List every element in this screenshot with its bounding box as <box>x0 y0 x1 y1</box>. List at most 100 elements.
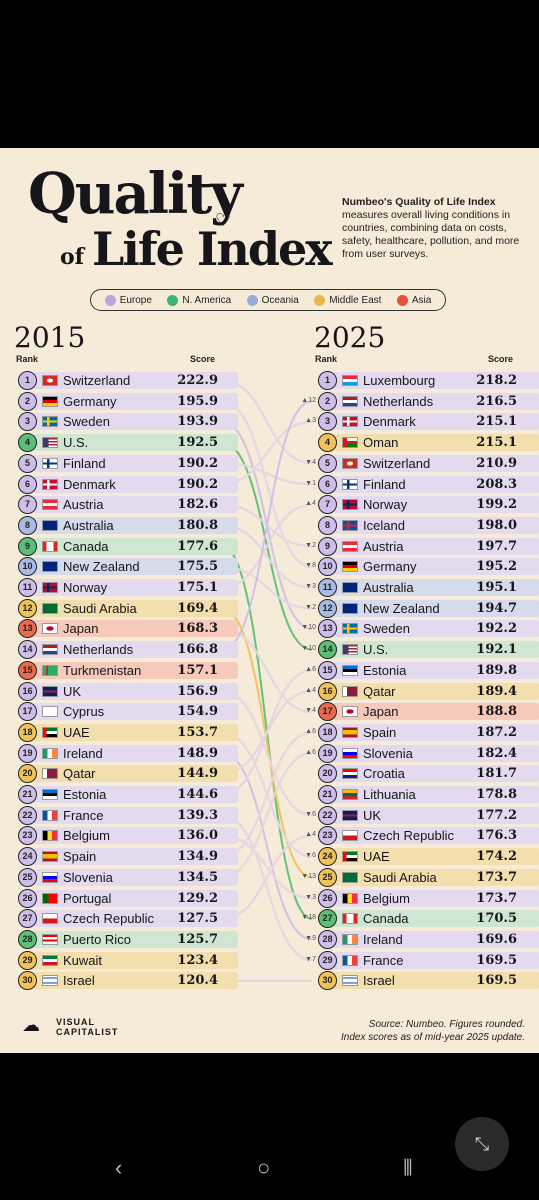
rank-badge: 19 <box>18 743 37 763</box>
score-value: 199.2 <box>476 497 517 513</box>
year-2015: 2015 <box>14 321 86 354</box>
country-name: Czech Republic <box>63 911 155 927</box>
region-bar <box>34 434 238 452</box>
ranking-row: 6 Finland 208.3 ▼1 <box>305 474 539 494</box>
flag-ch-icon <box>342 457 358 469</box>
flag-kw-icon <box>42 954 58 966</box>
rank-badge: 10 <box>318 557 337 577</box>
score-value: 168.3 <box>177 621 218 637</box>
score-value: 123.4 <box>177 952 218 968</box>
flag-si-icon <box>42 871 58 883</box>
score-value: 197.7 <box>476 538 517 554</box>
score-value: 222.9 <box>177 373 218 388</box>
country-name: U.S. <box>63 435 89 451</box>
region-bar <box>34 682 238 700</box>
score-value: 193.9 <box>177 414 218 430</box>
rank-badge: 23 <box>318 826 337 846</box>
ranking-row: 30 Israel 120.4 <box>18 971 238 991</box>
ranking-row: 5 Switzerland 210.9 ▼4 <box>305 453 539 473</box>
flag-fr-icon <box>342 954 358 966</box>
rank-badge: 26 <box>318 888 337 908</box>
rank-badge: 11 <box>18 578 37 597</box>
country-name: Iceland <box>363 517 405 533</box>
score-value: 144.6 <box>177 787 218 802</box>
country-name: Czech Republic <box>363 828 455 844</box>
recents-nav-button[interactable]: ⦀ <box>403 1155 413 1180</box>
rank-badge: 27 <box>318 909 337 929</box>
country-name: Qatar <box>63 766 96 782</box>
score-value: 195.1 <box>476 580 517 595</box>
phone-bottom-area <box>0 1053 539 1200</box>
ranking-row: 21 Lithuania 178.8 <box>318 785 539 804</box>
rank-badge: 25 <box>18 867 37 887</box>
score-value: 208.3 <box>476 476 517 492</box>
legend-dot-icon <box>314 294 326 306</box>
region-bar <box>34 806 238 824</box>
rank-change-label: ▲4 <box>305 831 316 839</box>
country-name: Estonia <box>63 787 107 802</box>
flag-se-icon <box>42 416 58 428</box>
rank-change-line <box>221 752 313 941</box>
score-value: 125.7 <box>177 931 218 947</box>
legend-item: Europe <box>104 294 152 306</box>
country-name: Turkmenistan <box>63 662 142 678</box>
region-bar <box>34 475 238 493</box>
region-bar <box>334 827 539 845</box>
rank-badge: 29 <box>318 950 337 970</box>
ranking-row: 18 UAE 153.7 <box>18 722 238 742</box>
ranking-row: 11 Australia 195.1 ▼3 <box>305 578 539 597</box>
rank-change-label: ▼1 <box>305 479 316 487</box>
source-line2: Index scores as of mid-year 2025 update. <box>341 1032 525 1043</box>
ranking-row: 14 Netherlands 166.8 <box>18 640 238 660</box>
region-bar <box>34 454 238 472</box>
rank-badge: 9 <box>18 536 37 556</box>
rank-badge: 4 <box>18 433 37 453</box>
home-nav-button[interactable]: ○ <box>257 1155 271 1180</box>
rank-badge: 8 <box>318 515 337 535</box>
legend-label: N. America <box>182 294 232 306</box>
region-bar <box>334 910 539 928</box>
region-bar <box>34 868 238 886</box>
rank-change-label: ▲6 <box>305 748 316 756</box>
score-value: 187.2 <box>476 724 517 740</box>
ranking-row: 30 Israel 169.5 <box>318 971 539 991</box>
score-value: 153.7 <box>177 724 218 740</box>
rank-change-label: ▼10 <box>301 645 316 653</box>
rank-change-label: ▼8 <box>305 562 316 570</box>
rank-badge: 14 <box>318 640 337 660</box>
rank-badge: 26 <box>18 888 37 908</box>
score-value: 210.9 <box>476 455 517 471</box>
country-name: Kuwait <box>63 952 103 968</box>
region-bar <box>34 641 238 659</box>
region-bar <box>334 889 539 907</box>
rank-badge: 29 <box>18 950 37 970</box>
country-name: Japan <box>363 704 399 720</box>
rank-header-2015: Rank <box>16 354 39 364</box>
ranking-row: 13 Japan 168.3 <box>18 619 238 639</box>
flag-us-icon <box>342 644 358 656</box>
region-bar <box>34 827 238 845</box>
score-value: 173.7 <box>476 890 517 906</box>
region-bar <box>34 930 238 948</box>
flag-ca-icon <box>42 540 58 552</box>
flag-pt-icon <box>42 892 58 904</box>
title-life-index: Life Index <box>92 222 333 276</box>
country-name: Norway <box>63 580 108 595</box>
rank-badge: 2 <box>18 391 37 411</box>
score-header-2025: Score <box>488 354 514 364</box>
expand-fab-button[interactable]: ⤡ <box>455 1117 509 1171</box>
country-name: France <box>63 807 104 823</box>
region-bar <box>334 599 539 617</box>
legend-item: Oceania <box>246 294 299 306</box>
region-bar <box>34 599 238 617</box>
rank-badge: 21 <box>318 785 337 804</box>
ranking-row: 4 U.S. 192.5 <box>18 433 238 453</box>
rank-badge: 16 <box>18 681 37 701</box>
flag-nl-icon <box>342 395 358 407</box>
region-bar <box>334 454 539 472</box>
flag-ch-icon <box>42 375 58 386</box>
country-name: Denmark <box>63 476 116 492</box>
back-nav-button[interactable]: ‹ <box>115 1155 123 1180</box>
rank-badge: 20 <box>318 764 337 784</box>
score-value: 195.2 <box>476 559 517 575</box>
